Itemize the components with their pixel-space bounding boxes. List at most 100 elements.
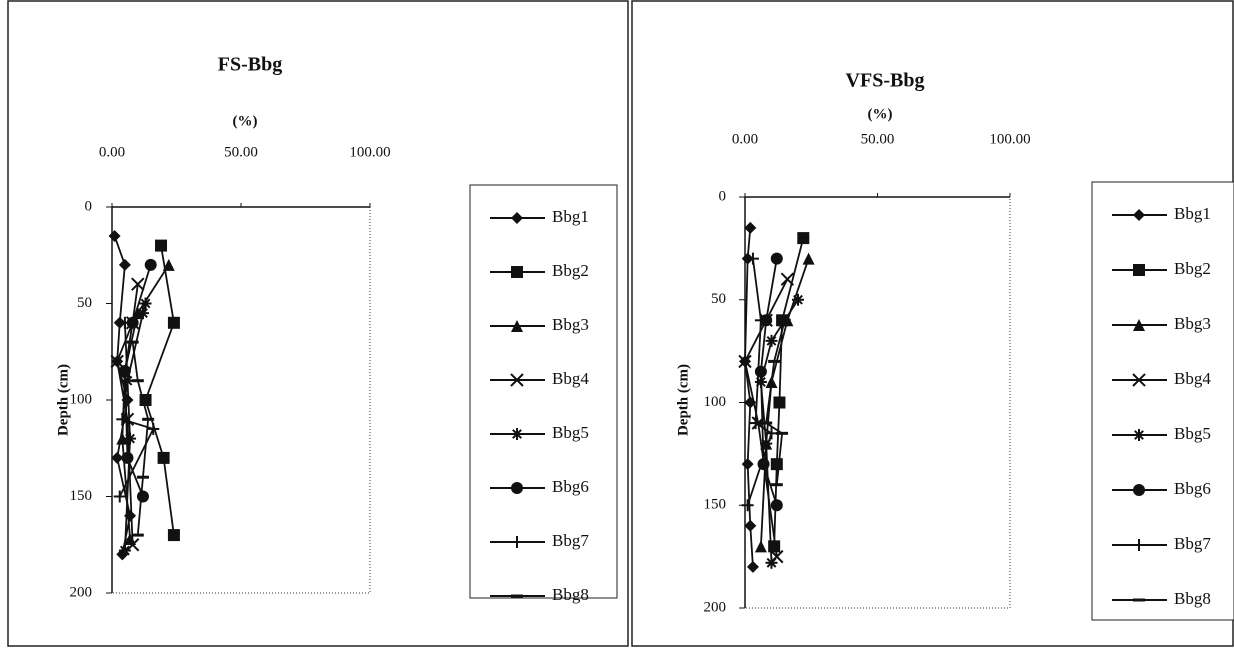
marker-shape [157,451,170,464]
marker-diamond [744,519,757,532]
marker-star [136,307,149,320]
y-tick-label: 0 [85,198,93,214]
marker-shape [754,540,767,553]
marker-shape [510,373,524,387]
marker-shape [108,229,121,242]
marker-shape [793,294,803,305]
x-tick-label: 0.00 [732,131,758,147]
marker-shape [162,258,175,271]
marker-diamond [746,560,759,573]
legend-box [469,184,618,599]
marker-square [1133,264,1145,276]
marker-shape [118,365,131,378]
marker-square [167,529,180,542]
marker-circle [121,451,134,464]
marker-plus [147,422,160,435]
marker-x [738,354,752,369]
marker-shape [1133,264,1145,276]
legend-label: Bbg4 [552,369,589,388]
marker-diamond [1133,209,1145,221]
marker-shape [738,354,752,369]
marker-x [110,354,124,369]
marker-plus [511,536,523,548]
legend-label: Bbg1 [1174,204,1211,223]
marker-circle [136,490,149,503]
marker-plus [741,499,754,512]
chart-frame [7,0,629,647]
marker-plus [754,314,767,327]
marker-triangle [162,258,175,271]
marker-shape [1133,209,1145,221]
legend-label: Bbg2 [1174,259,1211,278]
marker-shape [741,458,754,471]
marker-shape [511,482,523,494]
marker-shape [136,490,149,503]
legend-label: Bbg6 [1174,479,1211,498]
marker-shape [140,298,151,309]
marker-shape [766,335,777,346]
marker-shape [167,529,180,542]
y-axis-label: Depth (cm) [55,364,71,436]
legend-label: Bbg3 [552,315,589,334]
marker-square [773,396,786,409]
marker-x [131,277,145,291]
marker-circle [770,499,783,512]
marker-circle [126,316,139,329]
y-tick-label: 50 [711,291,726,307]
marker-plus [765,427,778,440]
marker-x [510,373,524,387]
series-line [744,227,754,567]
marker-star [765,334,778,347]
marker-circle [754,365,767,378]
marker-diamond [741,458,754,471]
y-tick-label: 200 [70,584,93,600]
marker-shape [119,545,130,556]
marker-square [770,458,783,471]
marker-shape [744,221,757,234]
marker-diamond [511,212,523,224]
marker-shape [773,396,786,409]
y-tick-label: 150 [704,497,727,513]
marker-shape [138,308,148,319]
marker-shape [797,232,810,245]
marker-shape [1133,484,1145,496]
marker-shape [126,316,139,329]
legend-label: Bbg4 [1174,369,1211,388]
marker-x [125,538,140,552]
marker-square [157,451,170,464]
marker-shape [780,272,795,286]
marker-star [792,293,804,306]
series-line [144,245,175,536]
legend-box [1091,181,1234,621]
marker-triangle [116,432,129,445]
marker-shape [121,451,134,464]
legend-label: Bbg1 [552,207,589,226]
chart-title: FS-Bbg [218,54,282,76]
y-axis-label: Depth (cm) [675,364,691,436]
marker-circle [1133,484,1145,496]
legend-label: Bbg2 [552,261,589,280]
marker-shape [770,458,783,471]
marker-circle [144,258,157,271]
marker-diamond [744,221,757,234]
marker-shape [754,365,767,378]
marker-diamond [111,451,124,464]
marker-plus [749,417,762,430]
marker-shape [766,557,777,568]
y-tick-label: 50 [77,295,92,311]
marker-shape [155,239,168,252]
marker-shape [511,266,523,278]
x-axis-label: (%) [233,113,258,129]
x-axis-label: (%) [868,106,893,122]
marker-shape [110,354,124,369]
marker-x [1132,373,1146,387]
chart-title: VFS-Bbg [846,70,925,92]
marker-triangle [1133,319,1145,331]
y-tick-label: 100 [70,391,93,407]
marker-shape [802,252,815,265]
marker-shape [511,212,523,224]
x-tick-label: 100.00 [989,131,1030,147]
marker-star [511,428,523,440]
marker-shape [1134,430,1144,440]
